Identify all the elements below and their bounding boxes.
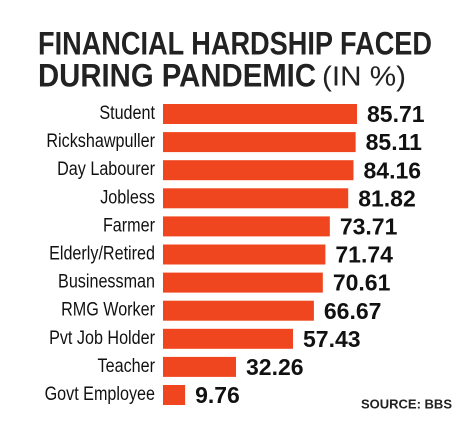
- value-label: 73.71: [340, 213, 398, 239]
- category-label: Rickshawpuller: [46, 131, 155, 152]
- bar: [163, 356, 237, 377]
- value-label: 81.82: [358, 185, 416, 211]
- value-label: 84.16: [363, 157, 421, 183]
- bar: [163, 272, 323, 293]
- bar: [163, 160, 354, 181]
- bar: [163, 104, 357, 124]
- value-label: 70.61: [333, 270, 391, 296]
- bar: [163, 188, 349, 209]
- value-label: 71.74: [335, 242, 393, 268]
- category-label: Day Labourer: [57, 159, 155, 180]
- category-label: Teacher: [98, 356, 156, 377]
- category-label: Pvt Job Holder: [49, 328, 155, 349]
- value-label: 85.71: [367, 101, 425, 127]
- value-label: 32.26: [246, 354, 304, 380]
- value-label: 85.11: [366, 129, 422, 155]
- bar: [163, 216, 330, 237]
- bar: [163, 132, 356, 153]
- category-label: Jobless: [100, 187, 155, 208]
- chart-title: FINANCIAL HARDSHIP FACED: [38, 25, 432, 61]
- category-label: Student: [99, 103, 155, 124]
- category-label: Elderly/Retired: [49, 244, 155, 265]
- source: SOURCE: BBS: [361, 396, 452, 411]
- bar: [163, 300, 314, 321]
- bar: [163, 244, 326, 265]
- category-label: RMG Worker: [61, 300, 155, 321]
- category-label: Govt Employee: [45, 384, 155, 405]
- value-label: 9.76: [195, 382, 240, 408]
- value-label: 66.67: [324, 298, 382, 324]
- category-label: Businessman: [58, 272, 155, 293]
- chart-subtitle: (IN %): [322, 60, 406, 91]
- bar: [163, 385, 186, 405]
- chart-title: DURING PANDEMIC: [38, 57, 316, 93]
- value-label: 57.43: [303, 326, 361, 352]
- bar: [163, 328, 293, 349]
- category-label: Farmer: [103, 215, 156, 236]
